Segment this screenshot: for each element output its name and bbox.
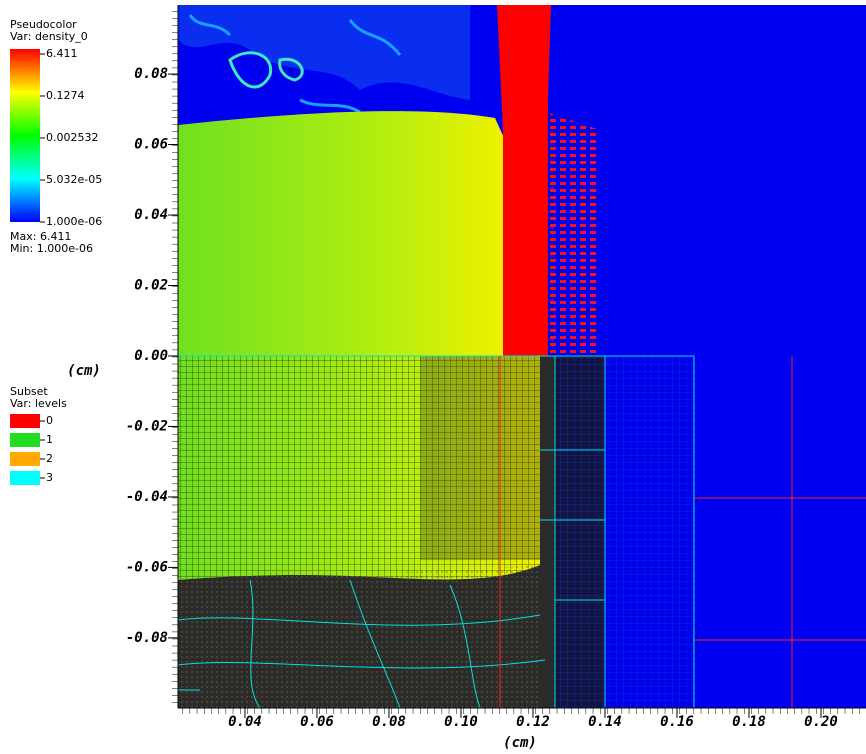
y-tick-label: -0.02 — [126, 418, 168, 434]
y-tick-label: -0.04 — [126, 489, 168, 505]
legend-label: 1 — [46, 433, 53, 446]
legend-swatch — [10, 471, 40, 485]
x-tick-label: 0.06 — [300, 714, 334, 730]
y-tick-label: 0.04 — [134, 207, 168, 223]
y-tick-label: 0.08 — [134, 66, 168, 82]
colorbar-tick-label: 0.1274 — [46, 89, 85, 102]
y-tick-label: 0.02 — [134, 277, 168, 293]
legend-swatch — [10, 433, 40, 447]
x-tick-label: 0.20 — [804, 714, 838, 730]
colorbar-gradient — [10, 49, 40, 222]
legend-swatch — [10, 414, 40, 428]
x-tick-label: 0.10 — [444, 714, 478, 730]
x-tick-label: 0.12 — [516, 714, 550, 730]
y-tick-label: -0.08 — [126, 630, 168, 646]
colorbar-var: Var: density_0 — [10, 30, 88, 43]
y-axis-title: (cm) — [67, 363, 101, 379]
x-tick-label: 0.04 — [228, 714, 262, 730]
field — [178, 5, 866, 708]
x-axis-title: (cm) — [503, 735, 537, 751]
y-tick-label: 0.00 — [134, 348, 168, 364]
colorbar-tick-label: 0.002532 — [46, 131, 99, 144]
x-tick-label: 0.18 — [732, 714, 766, 730]
chart: (cm) (cm) Pseudocolor Var: density_0 Max… — [0, 0, 866, 754]
y-tick-label: -0.06 — [126, 559, 168, 575]
legend-label: 2 — [46, 452, 53, 465]
y-tick-label: 0.06 — [134, 137, 168, 153]
colorbar-tick-label: 6.411 — [46, 47, 78, 60]
colorbar-min: Min: 1.000e-06 — [10, 242, 93, 255]
subset-legend: Subset Var: levels — [10, 385, 67, 410]
legend-label: 0 — [46, 414, 53, 427]
colorbar-tick-label: 1.000e-06 — [46, 215, 102, 228]
subset-var: Var: levels — [10, 397, 67, 410]
legend-label: 3 — [46, 471, 53, 484]
x-tick-label: 0.14 — [588, 714, 622, 730]
x-tick-label: 0.08 — [372, 714, 406, 730]
colorbar-tick-label: 5.032e-05 — [46, 173, 102, 186]
x-tick-label: 0.16 — [660, 714, 694, 730]
legend-swatch — [10, 452, 40, 466]
